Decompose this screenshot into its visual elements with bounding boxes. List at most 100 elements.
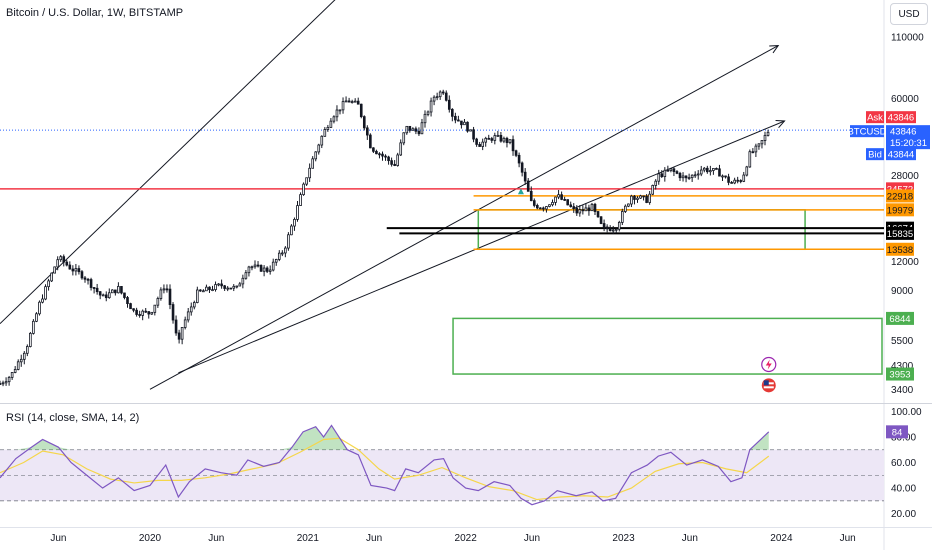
candle-body [730, 181, 733, 184]
candle-body [199, 289, 202, 292]
candle-body [165, 288, 169, 291]
bid-price: 43844 [888, 150, 914, 161]
candle-body [605, 226, 609, 230]
candle-body [71, 268, 75, 272]
candle-body [13, 369, 17, 373]
candle-body [733, 179, 736, 184]
time-tick-label: Jun [366, 533, 382, 544]
candle-body [189, 306, 193, 313]
time-tick-label: 2024 [770, 533, 793, 544]
last-price: 43846 [890, 127, 916, 138]
candle-body [666, 169, 670, 172]
candle-body [545, 206, 548, 210]
bid-label-badge [866, 148, 884, 161]
candle-body [138, 314, 141, 316]
candle-body [159, 289, 163, 299]
candle-body [621, 211, 624, 223]
candle-body [89, 279, 93, 288]
candle-body [323, 129, 327, 137]
candle-body [65, 261, 69, 266]
ask-label-badge [866, 111, 884, 124]
candle-body [296, 205, 299, 220]
candle-body [706, 167, 709, 173]
candle-body [320, 135, 324, 146]
candle-body [50, 272, 53, 282]
candle-body [98, 291, 102, 296]
candle-body [162, 288, 166, 291]
candle-body [208, 286, 211, 291]
candle-body [56, 259, 59, 268]
candle-body [180, 327, 184, 340]
candle-body [369, 134, 372, 149]
candle-body [114, 289, 117, 294]
candle-body [766, 131, 770, 136]
rsi-tick-label: 100.00 [891, 407, 922, 418]
level-tag-badge [886, 203, 914, 217]
candle-body [80, 271, 84, 279]
candle-body [353, 100, 357, 103]
flag-stripe [763, 386, 774, 389]
candle-body [675, 171, 679, 174]
candle-body [451, 108, 454, 117]
candle-body [681, 175, 685, 179]
candle-body [326, 126, 330, 130]
candle-body [235, 285, 239, 288]
candle-body [411, 128, 415, 131]
ask-price: 43846 [888, 113, 914, 124]
candle-body [672, 168, 676, 172]
candle-body [111, 289, 114, 294]
candle-body [469, 129, 472, 132]
candle-body [709, 170, 712, 173]
candle-body [548, 204, 551, 207]
candle-body [584, 207, 588, 212]
lightning-bolt-shape [765, 359, 772, 370]
level-tag-label: 13538 [887, 245, 913, 256]
candle-body [290, 225, 293, 236]
trend-arrow-head [775, 119, 786, 129]
candle-body [0, 383, 2, 385]
candle-body [196, 289, 199, 303]
candle-body [630, 195, 633, 205]
level-tag-badge [886, 311, 914, 325]
candle-body [229, 287, 233, 290]
time-tick-label: Jun [524, 533, 540, 544]
candle-body [563, 199, 566, 201]
rsi-value-badge [886, 425, 908, 439]
candle-body [642, 195, 645, 198]
candle-body [645, 195, 648, 203]
rsi-overbought-fill [0, 425, 769, 450]
last-price-badge [886, 125, 930, 150]
candle-body [569, 204, 573, 208]
candle-body [627, 203, 630, 207]
candle-body [381, 153, 384, 157]
candle-body [277, 252, 281, 260]
rsi-value-label: 84 [892, 427, 903, 438]
bid-label: Bid [868, 150, 882, 161]
candle-body [147, 311, 151, 315]
candle-body [153, 304, 157, 313]
candle-body [684, 175, 688, 179]
candle-body [748, 151, 752, 168]
candle-body [763, 134, 767, 141]
time-tick-label: 2021 [297, 533, 320, 544]
candle-body [68, 264, 72, 270]
candle-body [739, 180, 743, 182]
candle-body [754, 145, 758, 153]
price-tick-label: 4300 [891, 361, 914, 372]
currency-button[interactable]: USD [890, 3, 928, 25]
rsi-indicator-title: RSI (14, close, SMA, 14, 2) [6, 412, 140, 424]
candle-body [481, 141, 484, 147]
candle-body [520, 162, 524, 173]
candle-body [150, 311, 154, 315]
candle-body [599, 216, 603, 224]
candle-body [536, 205, 539, 209]
time-tick-label: 2023 [612, 533, 635, 544]
candle-body [505, 137, 509, 144]
candle-body [502, 137, 506, 142]
candle-body [247, 266, 251, 274]
candle-body [95, 287, 99, 293]
candle-body [523, 171, 527, 182]
candle-body [375, 150, 378, 155]
candle-body [378, 153, 381, 156]
